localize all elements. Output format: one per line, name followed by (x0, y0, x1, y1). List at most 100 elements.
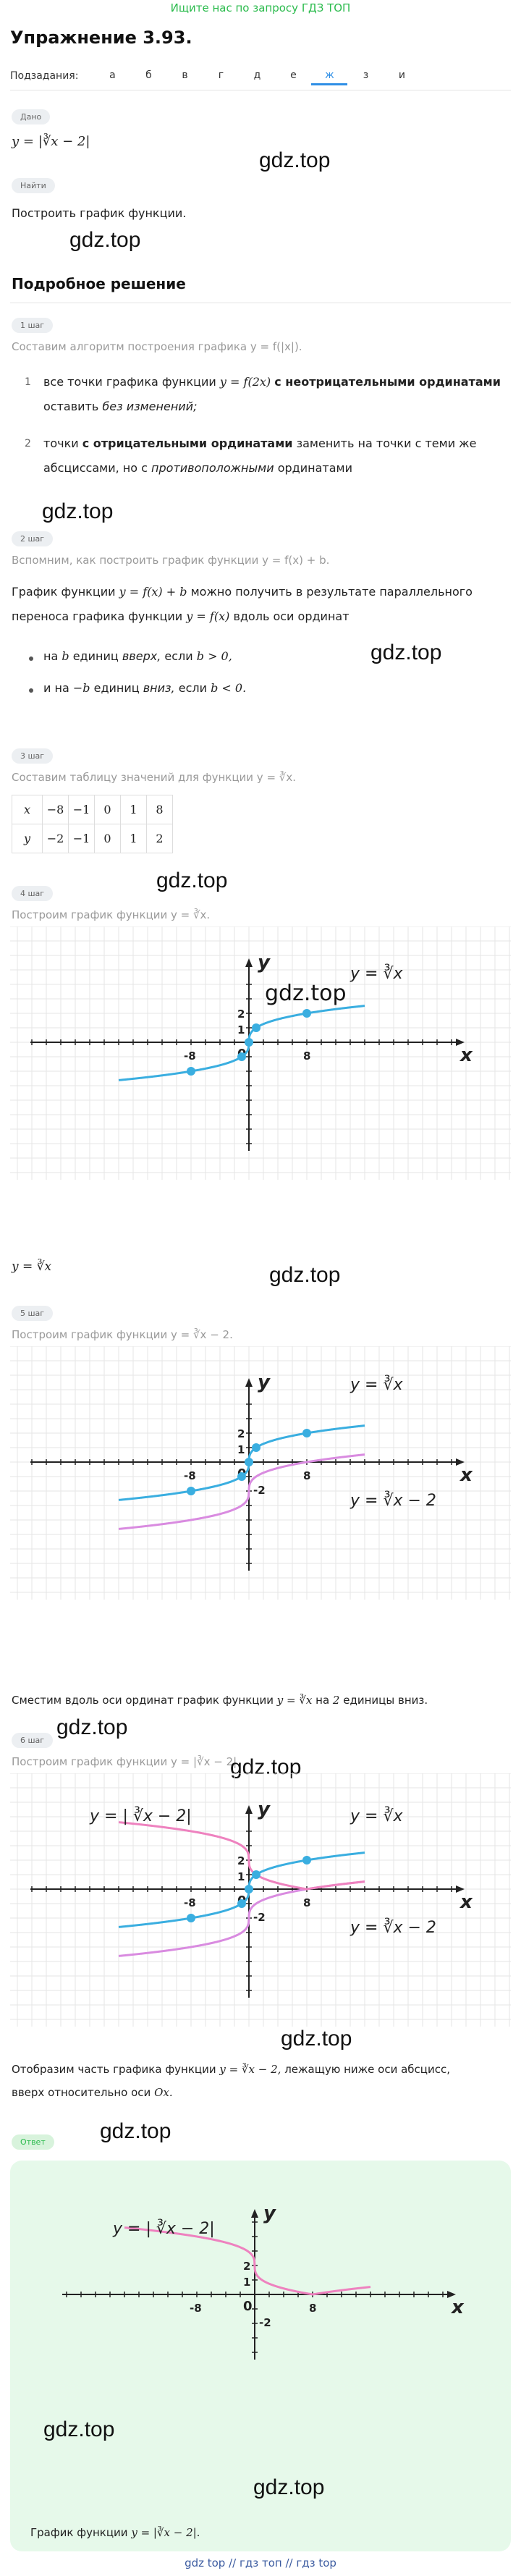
data-point (245, 1458, 253, 1466)
x-axis-arrow (456, 1039, 465, 1046)
step2-intro: Вспомним, как построить график функции y… (12, 554, 330, 567)
tick-label-1: 1 (237, 1443, 245, 1456)
x-axis-label: x (459, 1464, 473, 1486)
origin-label: 0 (243, 2299, 253, 2314)
solution-heading: Подробное решение (12, 275, 186, 292)
step1-item2-cont: абсциссами, но с противоположными ордина… (43, 461, 352, 475)
x-axis-label: x (459, 1044, 473, 1066)
subtask-tab-d[interactable]: д (253, 69, 261, 81)
step2-line1: График функции y = f(x) + b можно получи… (12, 585, 473, 599)
watermark: gdz.top (370, 641, 442, 664)
step4-after: y = ∛x (12, 1259, 52, 1274)
values-table: x −8 −1 0 1 8 y −2 −1 0 1 2 (12, 795, 173, 853)
series-label-cbrt: y = ∛x (350, 1374, 403, 1394)
tick-label-neg2: -2 (253, 1911, 266, 1924)
data-point (237, 1052, 246, 1061)
y-axis-label: y (258, 952, 271, 974)
step2-line2: переноса графика функции y = f(x) вдоль … (12, 609, 350, 623)
watermark: gdz.top (281, 2027, 352, 2051)
step6-intro: Построим график функции y = |∛x − 2|. (12, 1755, 240, 1768)
tick-label-2: 2 (237, 1854, 245, 1867)
find-pill: Найти (12, 177, 55, 193)
y-axis-arrow (245, 958, 253, 967)
subtasks-label: Подзадания: (10, 70, 79, 82)
y-axis-arrow (251, 2209, 258, 2218)
tick-label-1: 1 (237, 1023, 245, 1036)
data-point (302, 1856, 311, 1865)
tick-label-8: 8 (303, 1896, 310, 1909)
step6-after-line2: вверх относительно оси Ox. (12, 2086, 173, 2099)
x-axis-arrow (447, 2291, 456, 2298)
data-point (252, 1023, 260, 1032)
bullet (29, 688, 33, 693)
step2-pill: 2 шаг (12, 531, 54, 546)
given-formula: y = |∛x − 2| (12, 134, 90, 149)
page-title: Упражнение 3.93. (10, 28, 192, 48)
table-row: y −2 −1 0 1 2 (12, 824, 173, 853)
top-search-link[interactable]: Ищите нас по запросу ГДЗ ТОП (170, 1, 351, 14)
step1-intro: Составим алгоритм построения графика y =… (12, 340, 302, 353)
subtask-tab-b[interactable]: б (145, 69, 152, 81)
step4-intro: Построим график функции y = ∛x. (12, 908, 211, 921)
step1-item1-cont: оставить без изменений; (43, 400, 198, 413)
series-line-abs (118, 1821, 365, 1891)
answer-pill: Ответ (12, 2134, 54, 2150)
table-cell: −8 (42, 795, 69, 824)
step2-bullet1: на b единиц вверх, если b > 0, (43, 649, 232, 663)
y-axis-label: y (263, 2203, 276, 2224)
series-label-cbrt-minus2: y = ∛x − 2 (350, 1490, 436, 1510)
watermark: gdz.top (269, 1263, 341, 1287)
data-point (187, 1914, 195, 1922)
series-label-cbrt: y = ∛x (350, 1806, 403, 1825)
table-cell: 0 (94, 824, 121, 853)
watermark: gdz.top (100, 2119, 171, 2143)
tick-label-neg2: -2 (259, 2316, 271, 2329)
table-cell: −2 (42, 824, 69, 853)
tick-label-neg8: -8 (184, 1050, 196, 1063)
watermark: gdz.top (56, 1715, 128, 1739)
y-axis-label: y (258, 1799, 271, 1820)
subtask-tab-e[interactable]: е (290, 69, 297, 81)
subtask-tab-i[interactable]: и (398, 69, 405, 81)
step2-bullet2: и на −b единиц вниз, если b < 0. (43, 681, 247, 695)
table-cell: 2 (146, 824, 173, 853)
watermark: gdz.top (69, 228, 141, 252)
tick-label-8: 8 (303, 1469, 310, 1482)
table-cell: 1 (120, 795, 147, 824)
data-point (302, 1429, 311, 1437)
x-axis-arrow (456, 1885, 465, 1893)
subtask-tab-a[interactable]: а (109, 69, 116, 81)
subtasks-nav: Подзадания: а б в г д е ж з и (10, 67, 420, 85)
footer-links[interactable]: gdz top // гдз топ // гдз top (185, 2556, 336, 2569)
data-point (302, 1009, 311, 1018)
subtask-tab-v[interactable]: в (182, 69, 188, 81)
watermark: gdz.top (42, 499, 114, 523)
tick-label-neg2: -2 (253, 1484, 266, 1497)
tick-label-neg8: -8 (190, 2302, 202, 2315)
step1-item1-num: 1 (25, 376, 31, 388)
data-point (245, 1038, 253, 1047)
answer-box (10, 2161, 511, 2551)
y-axis-label: y (258, 1372, 271, 1393)
series-label-cbrt: y = ∛x (350, 963, 403, 983)
tick-label-8: 8 (303, 1050, 310, 1063)
series-label-abs: y = | ∛x − 2| (89, 1806, 192, 1825)
bullet (29, 656, 33, 661)
data-point (252, 1443, 260, 1452)
watermark: gdz.top (230, 1755, 302, 1779)
subtask-tab-g[interactable]: г (218, 69, 224, 81)
subtask-tab-z[interactable]: з (363, 69, 369, 81)
subtask-tab-zh[interactable]: ж (311, 67, 348, 85)
table-cell: −1 (68, 824, 95, 853)
series-label-cbrt-minus2: y = ∛x − 2 (350, 1917, 436, 1937)
graph-answer: x y 0 -8 8 2 1 -2 y = | ∛x − 2| (62, 2203, 465, 2360)
step1-item2-num: 2 (25, 438, 31, 449)
x-axis-label: x (450, 2297, 465, 2318)
table-row: x −8 −1 0 1 8 (12, 795, 173, 824)
step1-pill: 1 шаг (12, 317, 54, 333)
answer-text: График функции y = |∛x − 2|. (30, 2526, 200, 2539)
tick-label-2: 2 (243, 2260, 250, 2273)
data-point (237, 1472, 246, 1481)
